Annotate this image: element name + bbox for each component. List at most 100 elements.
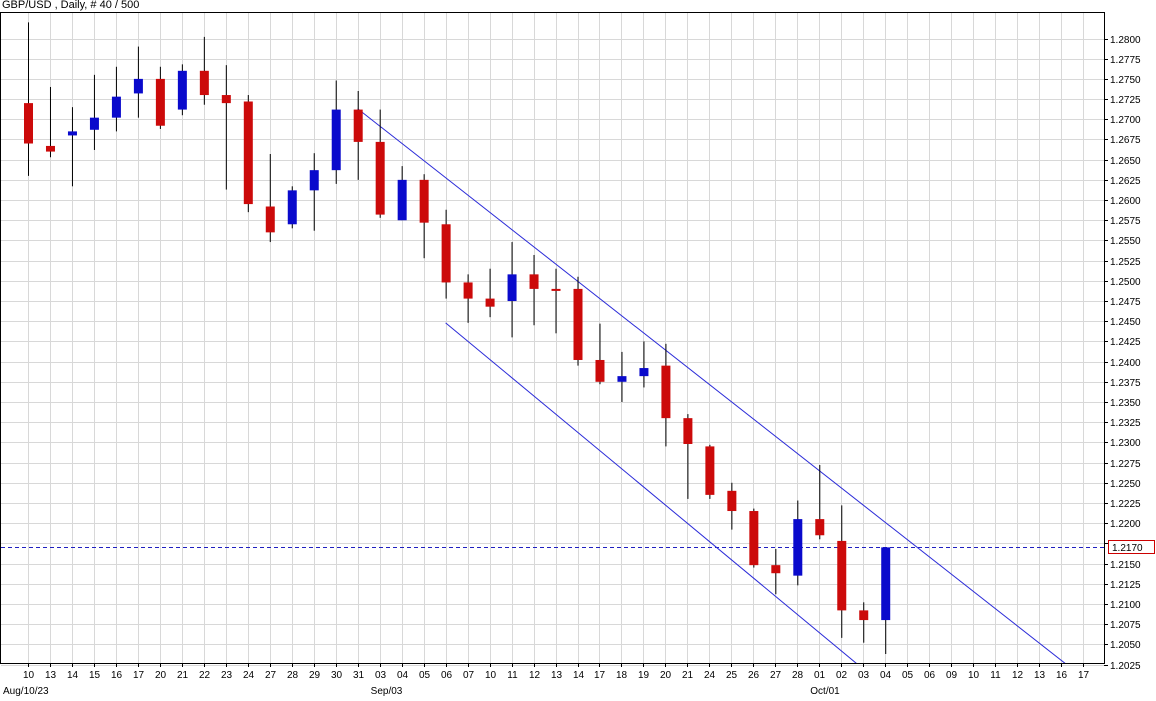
x-tick-label: 06 [441, 670, 453, 681]
y-tick-label: 1.2125 [1110, 580, 1141, 591]
candle-body [309, 170, 319, 191]
x-tick-label: 13 [45, 670, 57, 681]
y-tick-label: 1.2400 [1110, 358, 1141, 369]
x-tick-label: 27 [265, 670, 277, 681]
x-tick-label: 04 [397, 670, 409, 681]
x-tick-label: 31 [353, 670, 365, 681]
y-tick-label: 1.2250 [1110, 479, 1141, 490]
x-tick-label: 17 [133, 670, 145, 681]
y-tick-label: 1.2800 [1110, 35, 1141, 46]
x-tick-label: 16 [1056, 670, 1068, 681]
channel-line-lower [445, 322, 857, 663]
candle-body [89, 117, 99, 130]
x-tick-label: 14 [573, 670, 585, 681]
candle-body [111, 96, 121, 118]
x-tick-label: 15 [89, 670, 101, 681]
y-tick-label: 1.2325 [1110, 418, 1141, 429]
candle-body [705, 446, 715, 495]
x-tick-label: 27 [770, 670, 782, 681]
x-tick-label: 03 [375, 670, 387, 681]
candle-body [441, 224, 451, 283]
x-tick-label: 17 [1078, 670, 1090, 681]
y-tick-label: 1.2075 [1110, 620, 1141, 631]
x-tick-label: 28 [287, 670, 299, 681]
x-tick-label: 05 [902, 670, 914, 681]
candle-body [24, 103, 33, 144]
x-tick-label: 10 [23, 670, 35, 681]
candle-body [639, 368, 649, 377]
candle-body [771, 565, 781, 574]
candle-body [749, 511, 759, 566]
x-tick-label: 21 [177, 670, 189, 681]
x-tick-label: 01 [814, 670, 826, 681]
candle-body [683, 418, 693, 444]
y-tick-label: 1.2200 [1110, 519, 1141, 530]
candle-body [177, 70, 187, 110]
x-tick-label: 24 [704, 670, 716, 681]
x-tick-label: 03 [858, 670, 870, 681]
x-tick-label: 07 [463, 670, 475, 681]
candle-body [331, 109, 341, 171]
x-tick-label: 26 [748, 670, 760, 681]
y-tick-label: 1.2700 [1110, 115, 1141, 126]
candle-body [155, 78, 165, 126]
candle-body [551, 288, 561, 291]
y-tick-label: 1.2100 [1110, 600, 1141, 611]
candle-body [243, 101, 253, 205]
x-period-label: Oct/01 [810, 686, 840, 697]
x-tick-label: 16 [111, 670, 123, 681]
x-tick-label: 13 [551, 670, 563, 681]
candle-body [529, 274, 539, 289]
y-tick-label: 1.2025 [1110, 661, 1141, 672]
y-tick-label: 1.2550 [1110, 236, 1141, 247]
x-tick-label: 23 [221, 670, 233, 681]
x-tick-label: 10 [485, 670, 497, 681]
candle-body [595, 359, 605, 382]
x-tick-label: 30 [331, 670, 343, 681]
x-tick-label: 19 [638, 670, 650, 681]
x-tick-label: 11 [990, 670, 1001, 681]
x-tick-label: 02 [836, 670, 848, 681]
x-tick-label: 29 [309, 670, 321, 681]
y-tick-label: 1.2750 [1110, 75, 1141, 86]
candle-body [485, 298, 495, 307]
x-tick-label: 06 [924, 670, 936, 681]
y-tick-label: 1.2625 [1110, 176, 1141, 187]
candle-body [419, 179, 429, 223]
x-tick-label: 10 [968, 670, 980, 681]
x-tick-label: 28 [792, 670, 804, 681]
y-tick-label: 1.2425 [1110, 337, 1141, 348]
y-tick-label: 1.2725 [1110, 95, 1141, 106]
x-tick-label: 12 [529, 670, 541, 681]
y-tick-label: 1.2650 [1110, 156, 1141, 167]
x-tick-label: 05 [419, 670, 431, 681]
y-tick-label: 1.2775 [1110, 55, 1141, 66]
candle-body [133, 78, 143, 94]
candle-body [837, 540, 847, 611]
y-tick-label: 1.2225 [1110, 499, 1141, 510]
candle-body [881, 547, 891, 621]
y-tick-label: 1.2275 [1110, 459, 1141, 470]
y-tick-label: 1.2375 [1110, 378, 1141, 389]
y-tick-label: 1.2450 [1110, 317, 1141, 328]
chart-header-title: GBP/USD , Daily, # 40 / 500 [2, 0, 140, 11]
candle-body [287, 190, 297, 225]
x-tick-label: 20 [660, 670, 672, 681]
candle-body [507, 274, 517, 302]
y-tick-label: 1.2475 [1110, 297, 1141, 308]
x-tick-label: 25 [726, 670, 738, 681]
x-tick-label: 11 [507, 670, 518, 681]
candle-body [199, 70, 209, 96]
x-tick-label: 24 [243, 670, 255, 681]
x-tick-label: 13 [1034, 670, 1046, 681]
current-price-label: 1.2170 [1112, 543, 1143, 554]
x-tick-label: 09 [946, 670, 958, 681]
x-tick-label: 14 [67, 670, 79, 681]
candle-body [661, 365, 671, 419]
y-tick-label: 1.2600 [1110, 196, 1141, 207]
x-tick-label: 18 [616, 670, 628, 681]
y-tick-label: 1.2500 [1110, 277, 1141, 288]
y-tick-label: 1.2050 [1110, 640, 1141, 651]
candle-body [617, 376, 627, 382]
